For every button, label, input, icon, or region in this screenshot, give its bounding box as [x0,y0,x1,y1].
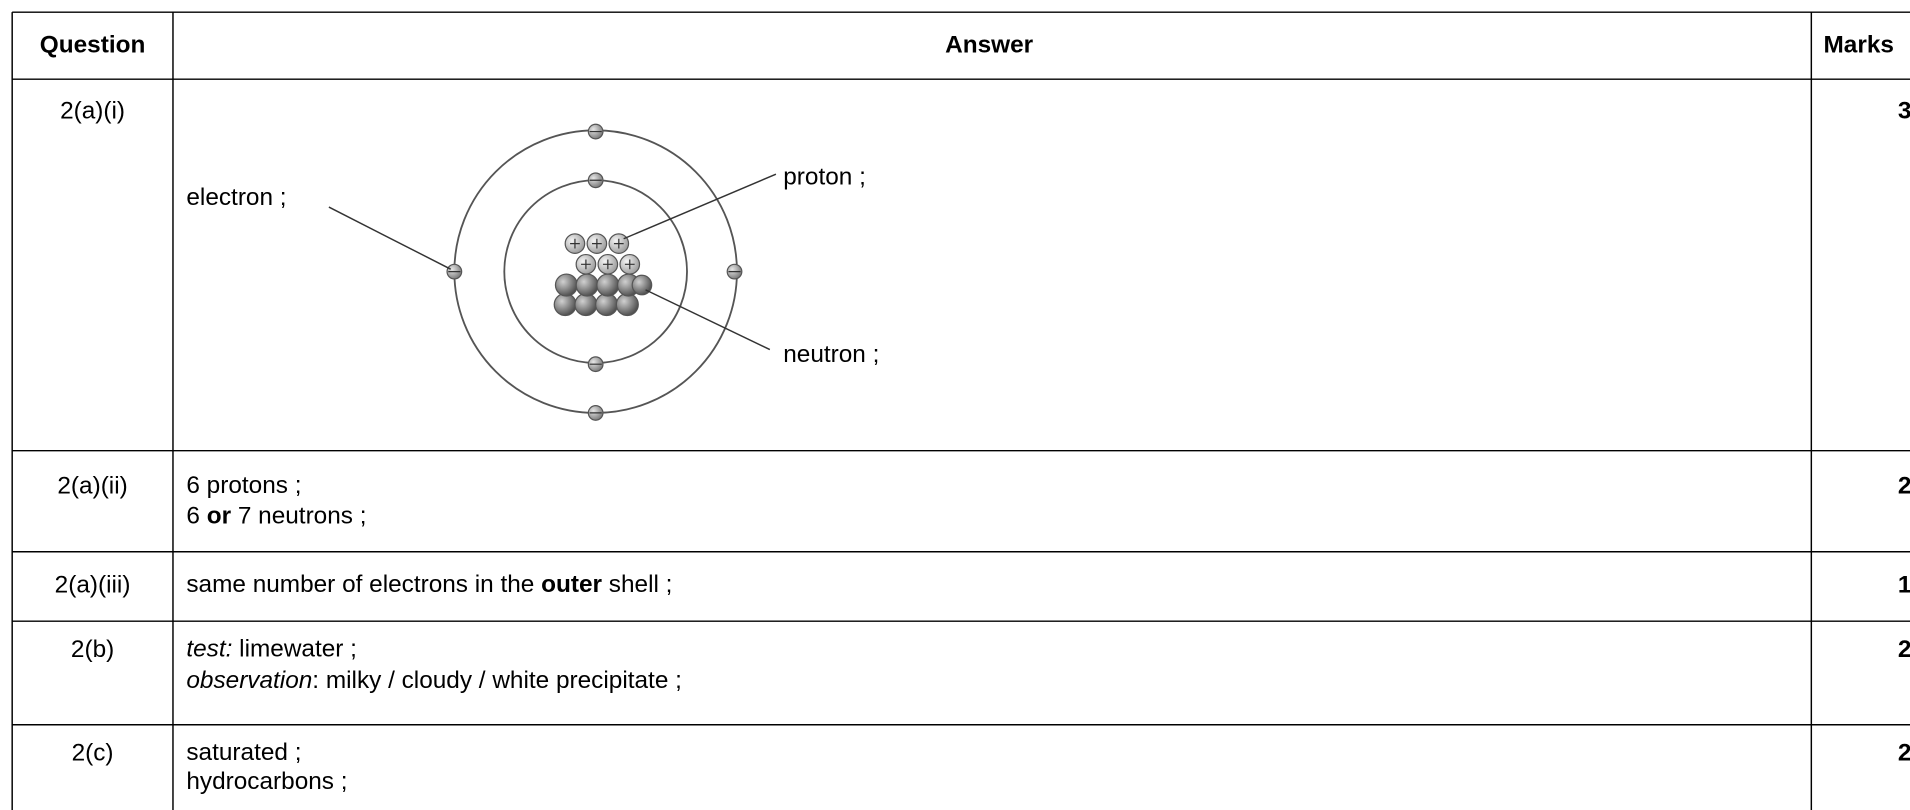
marks-cell: 2 [1898,473,1910,500]
table-grid [11,11,1910,810]
question-cell: 2(a)(iii) [55,571,131,598]
question-cell: 2(b) [71,636,114,663]
diagram-label: electron ; [186,184,286,211]
answer-text: limewater ; [232,636,357,663]
answer-text: saturated ; [186,739,301,766]
header-cell: Question [40,32,146,59]
answer-text: test: [186,636,232,663]
marks-cell: 3 [1898,97,1910,124]
answer-line: hydrocarbons ; [186,769,347,796]
answer-text: 6 [186,503,206,530]
answer-text: outer [541,571,602,598]
question-cell: 2(a)(ii) [57,473,127,500]
question-cell: 2(c) [72,739,114,766]
answer-text: 6 protons ; [186,473,301,500]
answer-line: 6 or 7 neutrons ; [186,503,366,530]
atom-diagram [328,123,777,421]
answer-line: observation: milky / cloudy / white prec… [186,668,682,695]
answer-line: saturated ; [186,739,301,766]
header-cell: Answer [945,32,1034,59]
marks-cell: 2 [1898,739,1910,766]
answer-text: : milky / cloudy / white precipitate ; [312,668,682,695]
diagram-label: proton ; [783,163,866,190]
answer-text: or [207,503,232,530]
answer-line: test: limewater ; [186,636,357,663]
answer-text: hydrocarbons ; [186,769,347,796]
marks-cell: 1 [1898,571,1910,598]
answer-line: 6 protons ; [186,473,301,500]
header-cell: Marks [1824,32,1894,59]
diagram-label: neutron ; [783,341,879,368]
answer-text: observation [186,668,312,695]
question-cell: 2(a)(i) [60,97,125,124]
marks-cell: 2 [1898,636,1910,663]
answer-text: shell ; [602,571,672,598]
answer-text: 7 neutrons ; [231,503,366,530]
answer-text: same number of electrons in the [186,571,541,598]
answer-line: same number of electrons in the outer sh… [186,571,672,598]
